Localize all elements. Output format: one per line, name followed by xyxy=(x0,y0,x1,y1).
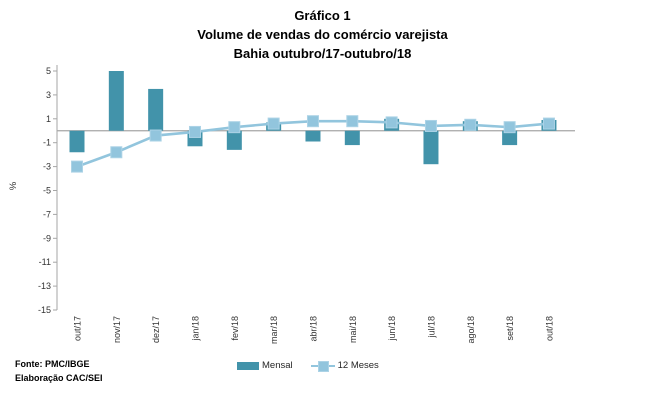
source-note: Fonte: PMC/IBGE xyxy=(15,359,90,369)
mensal-bar xyxy=(226,130,242,150)
mensal-bar xyxy=(502,130,518,146)
mensal-bar xyxy=(108,71,124,131)
twelve-month-marker xyxy=(149,129,162,142)
x-axis-label: mai/18 xyxy=(348,316,358,343)
twelve-month-marker xyxy=(306,115,319,128)
y-tick-label: 3 xyxy=(46,90,51,100)
legend-item-mensal: Mensal xyxy=(237,360,293,371)
y-tick-label: -15 xyxy=(38,305,51,315)
x-axis-label: out/17 xyxy=(73,316,83,341)
legend-label-mensal: Mensal xyxy=(262,360,293,371)
twelve-month-marker xyxy=(110,146,123,159)
legend-label-12meses: 12 Meses xyxy=(337,360,379,371)
twelve-month-marker xyxy=(424,119,437,132)
y-axis-title: % xyxy=(8,181,19,190)
chart-title: Gráfico 1 Volume de vendas do comércio v… xyxy=(0,6,645,63)
chart-legend: Mensal 12 Meses xyxy=(237,360,379,372)
twelve-month-marker xyxy=(542,117,555,130)
x-axis-label: abr/18 xyxy=(308,316,318,342)
twelve-month-marker xyxy=(228,121,241,134)
x-axis-label: fev/18 xyxy=(230,316,240,341)
mensal-bar xyxy=(423,130,439,165)
x-axis-label: mar/18 xyxy=(269,316,279,344)
mensal-bar xyxy=(344,130,360,146)
twelve-month-line-swatch-icon xyxy=(310,360,335,372)
mensal-bar xyxy=(148,88,164,131)
mensal-bar xyxy=(305,130,321,142)
mensal-bar xyxy=(69,130,85,153)
y-tick-label: -3 xyxy=(43,162,51,172)
x-axis-label: jun/18 xyxy=(387,316,397,342)
x-axis-label: dez/17 xyxy=(151,316,161,343)
x-axis-label: nov/17 xyxy=(112,316,122,343)
twelve-month-marker xyxy=(188,125,201,138)
chart-title-line1: Gráfico 1 xyxy=(294,8,351,23)
y-tick-label: -9 xyxy=(43,233,51,243)
chart-footnotes: Fonte: PMC/IBGE Elaboração CAC/SEI xyxy=(15,357,103,385)
y-tick-label: -7 xyxy=(43,209,51,219)
mensal-bar-swatch-icon xyxy=(237,361,259,370)
twelve-month-marker xyxy=(346,115,359,128)
y-tick-label: 1 xyxy=(46,114,51,124)
y-tick-label: 5 xyxy=(46,66,51,76)
twelve-month-marker xyxy=(464,118,477,131)
y-tick-label: -13 xyxy=(38,281,51,291)
x-axis-label: jan/18 xyxy=(190,316,200,342)
elaboration-note: Elaboração CAC/SEI xyxy=(15,373,103,383)
x-axis-label: jul/18 xyxy=(426,316,436,339)
twelve-month-marker xyxy=(267,117,280,130)
chart-title-line3: Bahia outubro/17-outubro/18 xyxy=(233,46,412,61)
twelve-month-line xyxy=(76,119,550,168)
x-axis-label: ago/18 xyxy=(466,316,476,344)
y-tick-label: -1 xyxy=(43,138,51,148)
twelve-month-marker xyxy=(503,121,516,134)
y-tick-label: -5 xyxy=(43,186,51,196)
twelve-month-marker xyxy=(71,160,83,173)
legend-item-12meses: 12 Meses xyxy=(310,360,379,372)
x-axis-label: out/18 xyxy=(544,316,554,341)
chart-title-line2: Volume de vendas do comércio varejista xyxy=(197,27,448,42)
y-tick-label: -11 xyxy=(39,257,51,267)
x-axis-label: set/18 xyxy=(505,316,515,341)
twelve-month-marker xyxy=(385,116,398,129)
